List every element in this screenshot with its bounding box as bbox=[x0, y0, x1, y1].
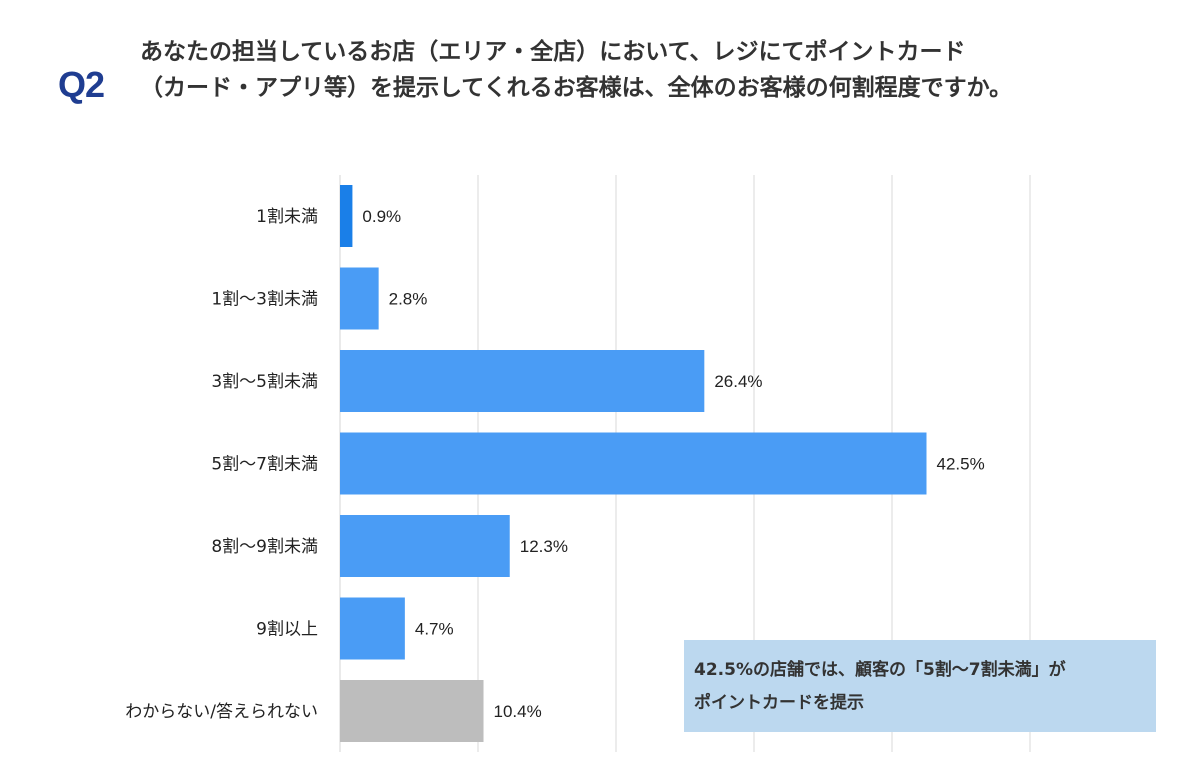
value-label: 0.9% bbox=[362, 207, 401, 226]
value-label: 4.7% bbox=[415, 620, 454, 639]
question-line-2: （カード・アプリ等）を提示してくれるお客様は、全体のお客様の何割程度ですか。 bbox=[140, 75, 1013, 101]
callout-line-1: 42.5%の店舗では、顧客の「5割〜7割未満」が bbox=[694, 660, 1066, 680]
question-number: Q2 bbox=[58, 64, 105, 105]
category-label: 8割〜9割未満 bbox=[211, 537, 318, 557]
category-label: 5割〜7割未満 bbox=[211, 455, 318, 475]
question-text: あなたの担当しているお店（エリア・全店）において、レジにてポイントカード （カー… bbox=[140, 34, 1180, 106]
bar bbox=[340, 597, 405, 660]
question-line-1: あなたの担当しているお店（エリア・全店）において、レジにてポイントカード bbox=[140, 39, 966, 65]
callout-line-2: ポイントカードを提示 bbox=[694, 693, 864, 713]
category-label: 1割未満 bbox=[256, 207, 318, 227]
value-label: 2.8% bbox=[389, 290, 428, 309]
value-label: 42.5% bbox=[937, 455, 985, 474]
callout-box: 42.5%の店舗では、顧客の「5割〜7割未満」が ポイントカードを提示 bbox=[684, 640, 1156, 732]
category-label: わからない/答えられない bbox=[125, 702, 318, 722]
bar bbox=[340, 267, 379, 330]
bar bbox=[340, 515, 510, 577]
value-label: 12.3% bbox=[520, 537, 568, 556]
category-label: 1割〜3割未満 bbox=[211, 290, 318, 310]
value-label: 10.4% bbox=[494, 702, 542, 721]
category-label: 3割〜5割未満 bbox=[211, 372, 318, 392]
bar bbox=[340, 432, 927, 495]
bar bbox=[340, 185, 353, 247]
category-label: 9割以上 bbox=[256, 620, 318, 640]
bar bbox=[340, 680, 484, 742]
value-label: 26.4% bbox=[714, 372, 762, 391]
bar bbox=[340, 350, 705, 412]
